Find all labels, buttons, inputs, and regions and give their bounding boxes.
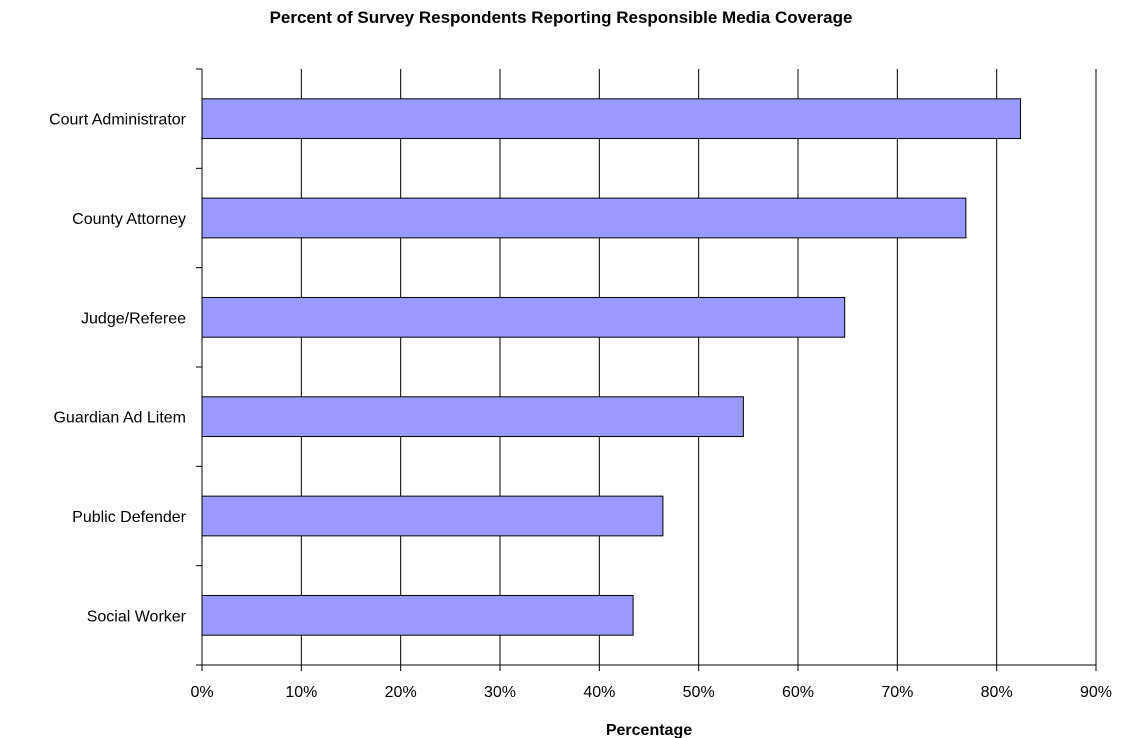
x-tick-label: 90% [1080,684,1112,701]
x-tick-label: 0% [190,684,213,701]
y-category-label: Guardian Ad Litem [53,410,186,427]
axes [196,68,1097,671]
y-category-label: Public Defender [72,509,187,526]
x-axis-title: Percentage [606,722,692,738]
x-tick-label: 30% [484,684,516,701]
x-tick-label: 50% [683,684,715,701]
bar [201,98,1022,140]
labels: 0% 10% 20% 30% 40% 50% 60% 70% 80% 90% Court Admin… [49,112,1112,701]
x-tick-label: 20% [385,684,417,701]
chart-title: Percent of Survey Respondents Reporting … [269,8,853,27]
y-category-label: County Attorney [72,211,186,228]
y-category-label: Judge/Referee [81,310,186,327]
gridlines [300,69,1097,665]
y-category-label: Social Worker [87,608,187,625]
bar [201,396,744,438]
bar [201,296,846,338]
x-tick-label: 80% [981,684,1013,701]
x-tick-label: 60% [782,684,814,701]
x-tick-label: 10% [285,684,317,701]
y-category-label: Court Administrator [49,112,187,129]
x-tick-label: 40% [583,684,615,701]
bars [201,98,1022,636]
bar [201,197,967,239]
x-tick-label: 70% [881,684,913,701]
bar [201,495,664,537]
bar [201,594,634,636]
